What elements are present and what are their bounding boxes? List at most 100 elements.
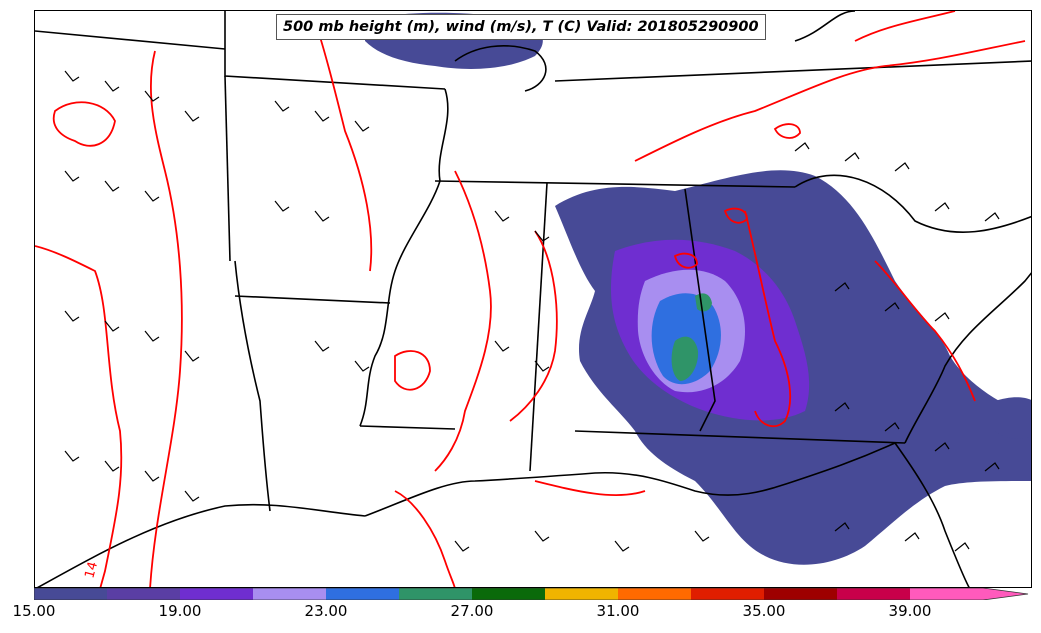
wind-barb (64, 170, 80, 182)
wind-barbs (64, 70, 1000, 552)
wind-barb (884, 302, 900, 312)
wind-barb (144, 90, 160, 102)
colorbar-segment (180, 588, 253, 600)
wind-barb (894, 162, 910, 172)
colorbar-segment (837, 588, 910, 600)
shaded-region-green (671, 336, 699, 381)
wind-barb (144, 190, 160, 202)
wind-barb (534, 360, 550, 372)
wind-barb (104, 460, 120, 472)
wind-barb (274, 100, 290, 112)
boundary-sc-ga (794, 174, 1031, 233)
temp-contour-south (394, 490, 456, 587)
wind-barb (314, 210, 330, 222)
wind-barb (354, 360, 370, 372)
boundary-fl-al (574, 430, 906, 444)
boundary-al-ga (684, 188, 716, 432)
wind-barb (494, 210, 510, 222)
boundary-tx-la (234, 260, 271, 512)
colorbar-tick-label: 23.00 (304, 602, 348, 620)
boundary-gulf-coast (364, 442, 896, 517)
colorbar-tick-label: 35.00 (742, 602, 786, 620)
temp-contour-loop-1 (52, 101, 116, 147)
shaded-region-green-2 (695, 293, 712, 312)
temp-contour-loop-2 (394, 350, 431, 391)
wind-barb (104, 80, 120, 92)
boundary-la-ms-south (359, 425, 456, 430)
colorbar-tick-label: 15.00 (12, 602, 56, 620)
colorbar-segment (399, 588, 472, 600)
wind-barb (884, 422, 900, 432)
colorbar-tick-label: 19.00 (158, 602, 202, 620)
colorbar-segment (472, 588, 545, 600)
colorbar-segment (34, 588, 107, 600)
wind-barb (184, 350, 200, 362)
wind-barb (614, 540, 630, 552)
wind-barb (64, 310, 80, 322)
wind-barb (954, 542, 970, 552)
colorbar-segment (618, 588, 691, 600)
wind-barb (314, 110, 330, 122)
boundaries (35, 11, 1031, 587)
wind-barb (834, 402, 850, 412)
temp-contour-loop-3 (773, 123, 801, 139)
wind-barb (834, 522, 850, 532)
boundary-fl-peninsula (894, 442, 970, 587)
wind-barb (794, 142, 810, 152)
wind-barb (104, 180, 120, 192)
wind-barb (534, 230, 550, 242)
boundary-northern-1 (35, 30, 226, 50)
wind-barb (184, 110, 200, 122)
temp-contour-central (314, 20, 373, 272)
colorbar (34, 588, 1029, 600)
temp-contour-gulf (534, 480, 646, 497)
shaded-field (365, 12, 1031, 565)
boundary-ms-tn (434, 180, 796, 188)
wind-barb (184, 490, 200, 502)
temp-contour-loop-5 (673, 252, 698, 269)
wind-barb (144, 330, 160, 342)
wind-barb (274, 200, 290, 212)
temp-contour-west (35, 245, 123, 587)
temp-contour-west-2 (149, 50, 183, 587)
boundary-atlantic-coast (904, 272, 1031, 444)
boundary-la-ar (234, 295, 391, 304)
colorbar-tick-label: 31.00 (596, 602, 640, 620)
wind-barb (984, 462, 1000, 472)
map-panel: 14 (34, 10, 1032, 588)
colorbar-tick-label: 39.00 (888, 602, 932, 620)
temp-contour-ne-2 (854, 11, 956, 42)
colorbar-segment (910, 588, 983, 600)
temp-contour-central-2 (434, 170, 492, 472)
boundary-ne-coast (794, 11, 856, 42)
wind-barb (934, 312, 950, 322)
wind-barb (834, 282, 850, 292)
wind-barb (984, 212, 1000, 222)
temp-contour-loop-4 (723, 207, 748, 224)
colorbar-segment (764, 588, 837, 600)
wind-barb (694, 530, 710, 542)
wind-barb (104, 320, 120, 332)
wind-barb (64, 70, 80, 82)
wind-barb (354, 120, 370, 132)
wind-barb (454, 540, 470, 552)
wind-barb (144, 470, 160, 482)
wind-barb (844, 152, 860, 162)
contour-label: 14 (82, 560, 101, 580)
wind-barb (494, 340, 510, 352)
colorbar-segment (691, 588, 764, 600)
boundary-ar-west (224, 75, 231, 262)
wind-barb (534, 530, 550, 542)
colorbar-extension (983, 588, 1028, 600)
colorbar-segment (107, 588, 180, 600)
wind-barb (64, 450, 80, 462)
boundary-texas-coast (36, 503, 366, 587)
map-canvas: 14 (35, 11, 1031, 587)
temperature-contours (35, 11, 1026, 587)
wind-barb (314, 340, 330, 352)
boundary-mississippi-river (359, 88, 449, 427)
boundary-ky-tn (554, 60, 1031, 82)
colorbar-tick-label: 27.00 (450, 602, 494, 620)
boundary-ms-al (529, 182, 548, 472)
boundary-great-lakes (454, 45, 547, 92)
